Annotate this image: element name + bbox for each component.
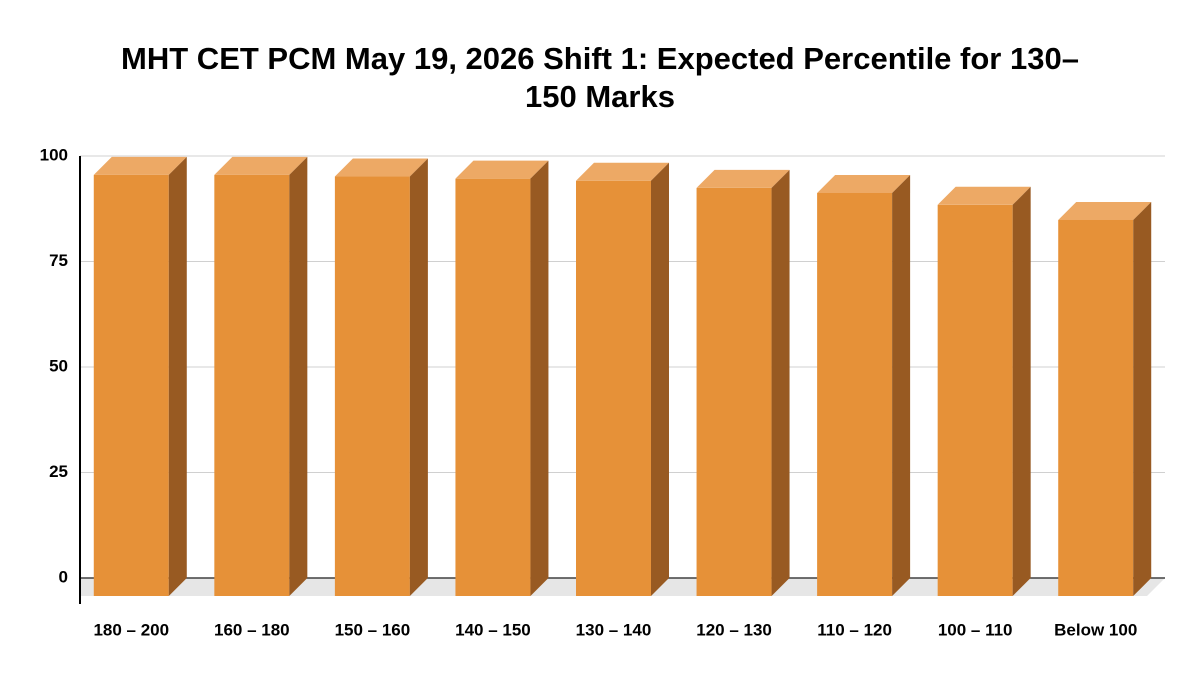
y-tick-label: 25 bbox=[49, 462, 68, 481]
x-tick-label: 140 – 150 bbox=[455, 620, 531, 639]
x-tick-label: 120 – 130 bbox=[696, 620, 772, 639]
bar-front bbox=[93, 174, 169, 596]
bar bbox=[696, 169, 790, 596]
bar-top bbox=[334, 158, 428, 177]
y-tick-label: 0 bbox=[59, 567, 68, 586]
bar-top bbox=[576, 162, 669, 181]
bar-top bbox=[455, 160, 549, 179]
bar-front bbox=[455, 178, 531, 596]
x-tick-label: Below 100 bbox=[1054, 620, 1137, 639]
bar-top bbox=[817, 174, 911, 193]
y-tick-label: 100 bbox=[40, 145, 68, 164]
bar-side bbox=[771, 169, 790, 596]
bar bbox=[334, 158, 428, 597]
bar-side bbox=[289, 156, 308, 596]
y-tick-label: 50 bbox=[49, 356, 68, 375]
bar-top bbox=[696, 169, 790, 188]
bar-top bbox=[937, 186, 1031, 205]
bar-side bbox=[409, 158, 428, 597]
bar-side bbox=[1133, 201, 1152, 597]
bar-side bbox=[168, 156, 187, 596]
bar-front bbox=[576, 180, 651, 596]
bar bbox=[455, 160, 549, 596]
chart-title: MHT CET PCM May 19, 2026 Shift 1: Expect… bbox=[121, 41, 1079, 114]
bar bbox=[1058, 201, 1152, 597]
bar-top bbox=[93, 156, 187, 175]
bar-front bbox=[696, 187, 772, 596]
bar bbox=[214, 156, 308, 596]
bar-front bbox=[214, 174, 290, 596]
x-tick-label: 110 – 120 bbox=[817, 620, 892, 639]
bar-top bbox=[1058, 201, 1152, 220]
bar-front bbox=[1058, 219, 1134, 597]
bar-top bbox=[214, 156, 308, 175]
bar-side bbox=[530, 160, 549, 596]
bar-front bbox=[334, 176, 410, 597]
x-tick-label: 180 – 200 bbox=[93, 620, 169, 639]
x-tick-label: 100 – 110 bbox=[938, 620, 1013, 639]
bar-side bbox=[892, 174, 911, 597]
y-tick-label: 75 bbox=[49, 251, 68, 270]
bar bbox=[93, 156, 187, 596]
bar bbox=[817, 174, 911, 597]
x-tick-label: 160 – 180 bbox=[214, 620, 290, 639]
x-tick-label: 130 – 140 bbox=[576, 620, 652, 639]
bar-side bbox=[1012, 186, 1031, 596]
bar bbox=[937, 186, 1031, 596]
bar-side bbox=[651, 162, 669, 596]
bar-front bbox=[937, 204, 1013, 596]
bar-front bbox=[817, 192, 893, 597]
bar bbox=[576, 162, 669, 596]
x-tick-label: 150 – 160 bbox=[335, 620, 411, 639]
